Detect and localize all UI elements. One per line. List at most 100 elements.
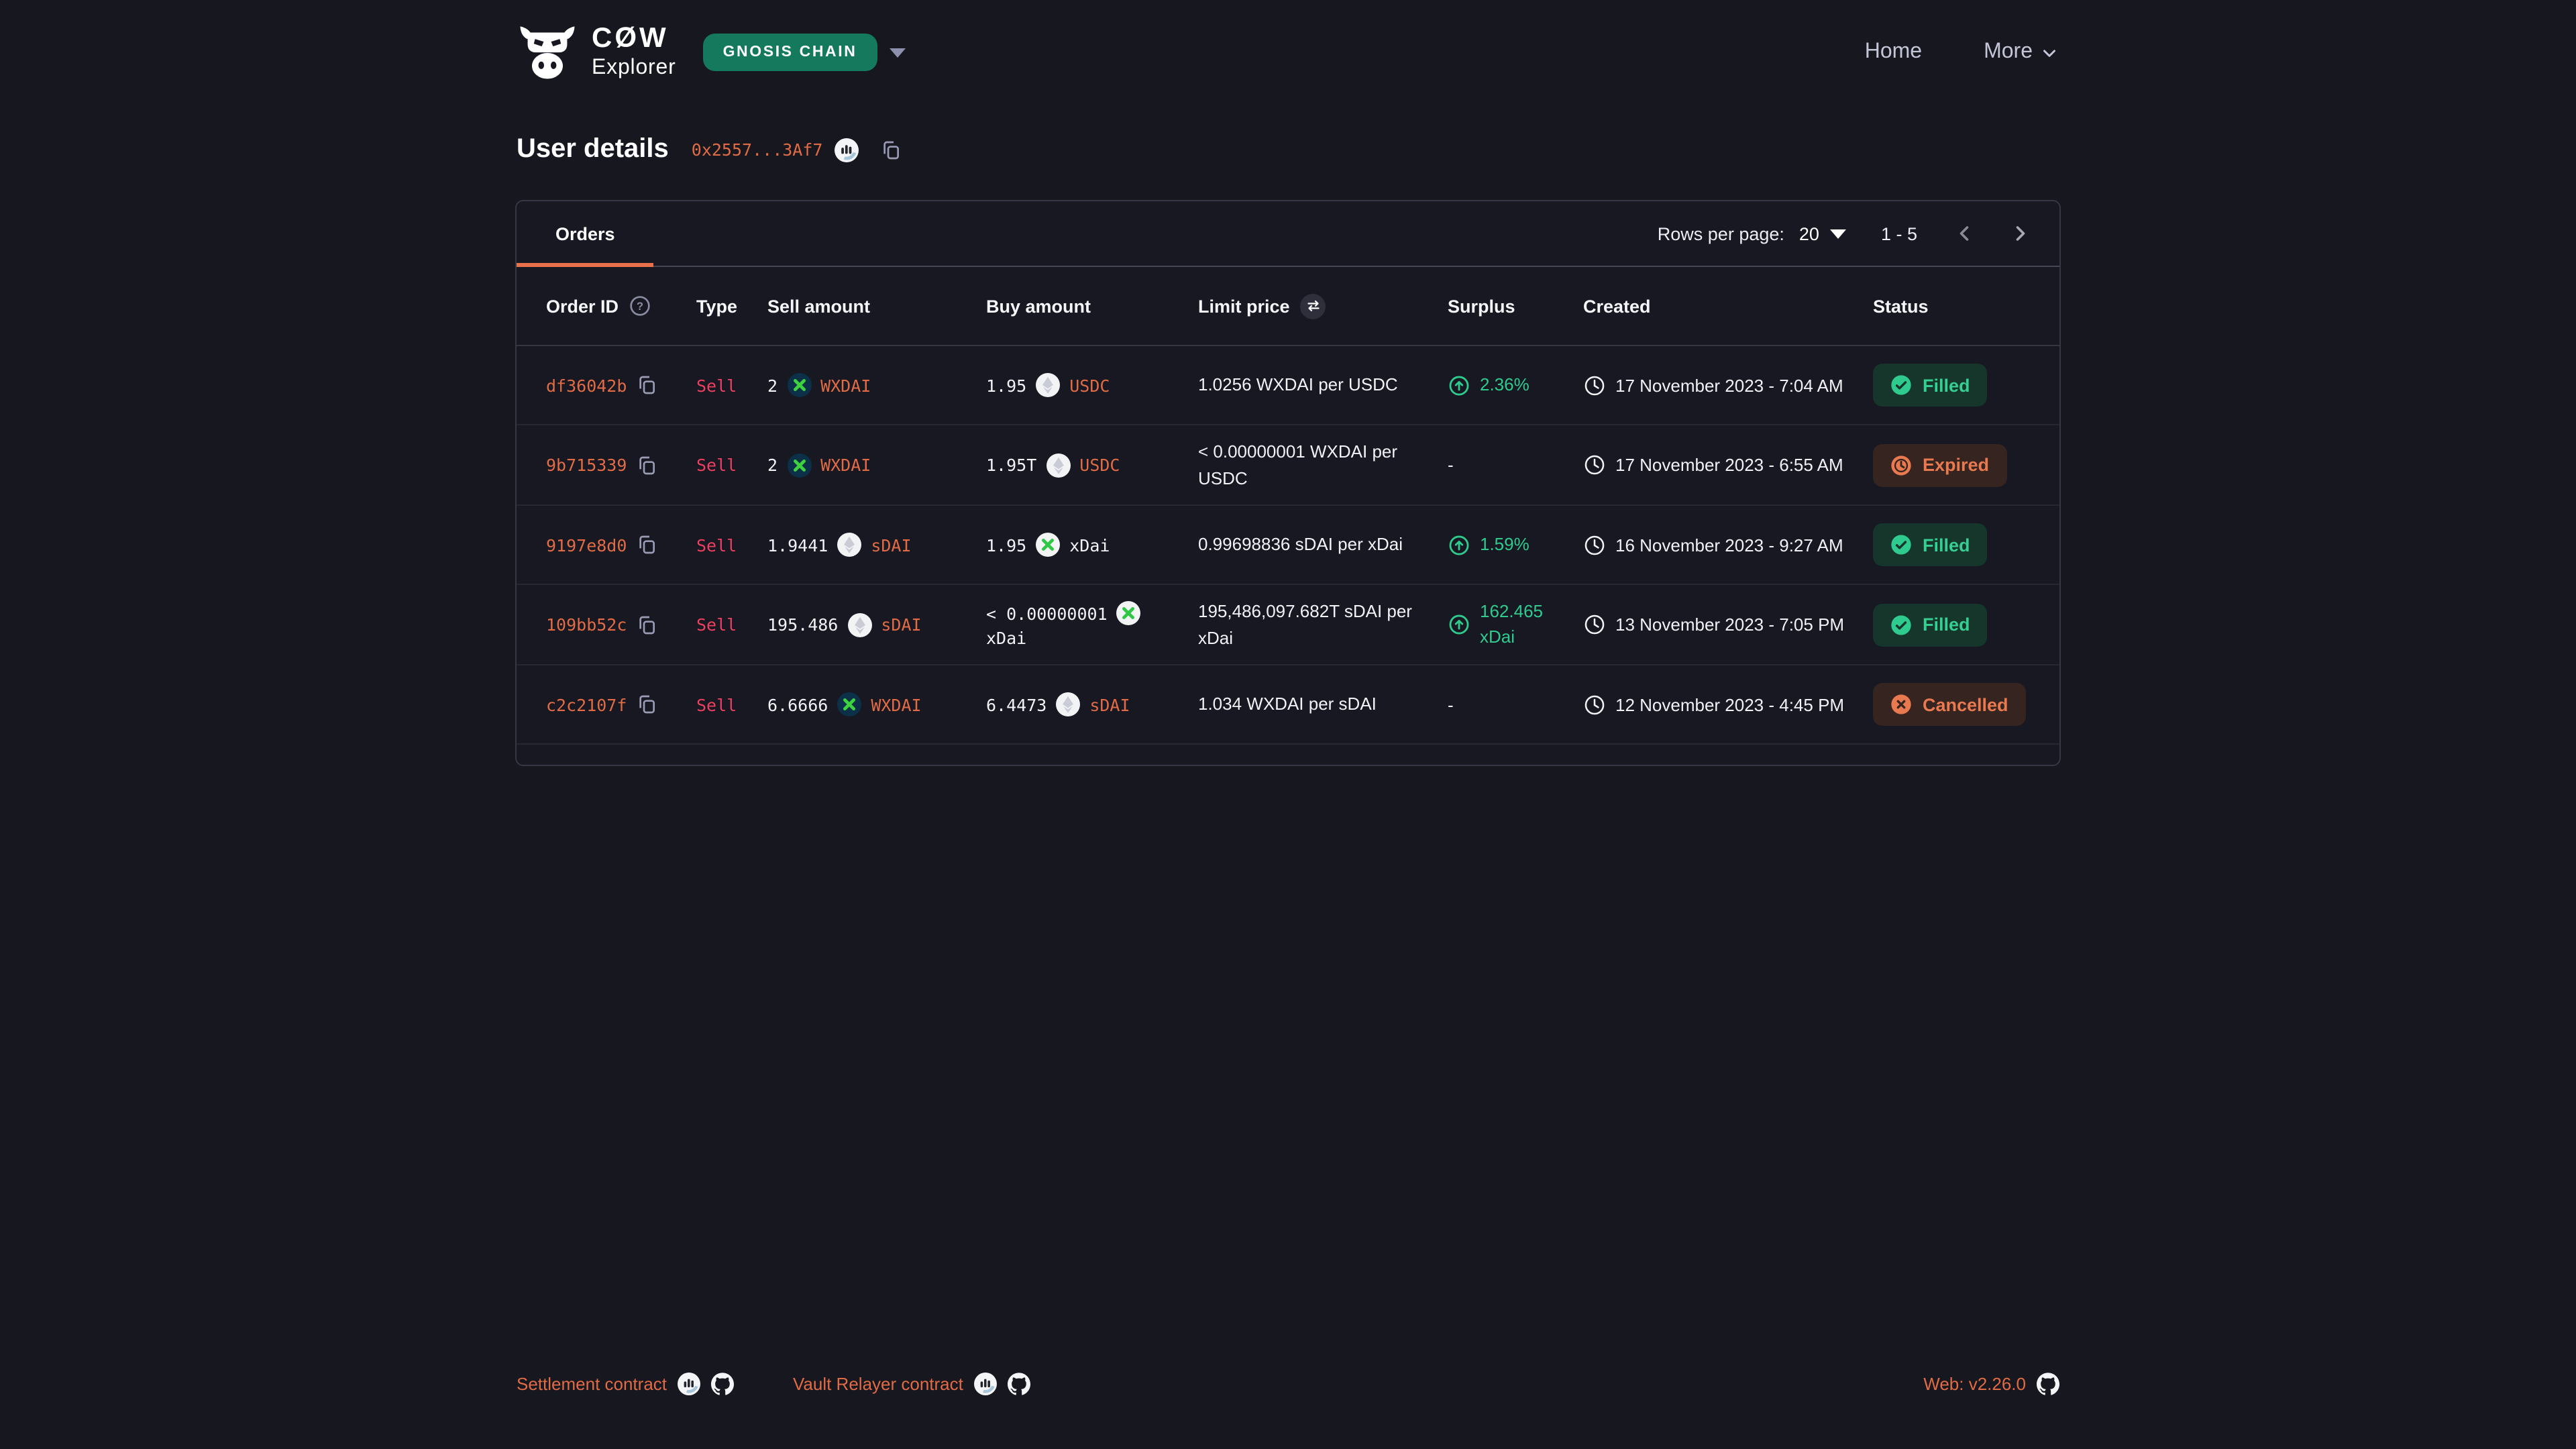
order-id-link[interactable]: 9b715339 — [546, 455, 627, 475]
order-id-link[interactable]: c2c2107f — [546, 694, 627, 714]
order-id-cell: 109bb52c — [546, 600, 696, 649]
logo-wordmark: CØW Explorer — [592, 24, 676, 80]
col-surplus-label: Surplus — [1448, 296, 1515, 316]
user-address: 0x2557...3Af7 — [691, 140, 823, 160]
status-label: Expired — [1923, 455, 1990, 475]
network-caret-down-icon[interactable] — [889, 48, 906, 57]
blockscout-icon[interactable] — [835, 138, 859, 162]
github-icon[interactable] — [1007, 1373, 1030, 1395]
surplus-up-icon — [1448, 533, 1470, 556]
github-icon[interactable] — [2037, 1373, 2059, 1395]
surplus-cell: 2.36% — [1448, 359, 1583, 411]
nav-home[interactable]: Home — [1865, 40, 1922, 64]
order-type: Sell — [696, 455, 737, 475]
sell-amount-cell: 195.486 sDAI — [767, 599, 986, 650]
token-link[interactable]: USDC — [1079, 455, 1120, 475]
prev-page-button[interactable] — [1952, 221, 1976, 246]
settlement-contract-link[interactable]: Settlement contract — [517, 1374, 667, 1394]
status-cell: Cancelled — [1873, 669, 2039, 739]
order-type: Sell — [696, 535, 737, 555]
order-type-cell: Sell — [696, 441, 767, 488]
limit-price-value: 1.0256 WXDAI per USDC — [1198, 374, 1398, 395]
token-amount: < 0.00000001 — [986, 603, 1108, 623]
order-type-cell: Sell — [696, 601, 767, 648]
order-type: Sell — [696, 375, 737, 395]
tab-orders[interactable]: Orders — [517, 201, 655, 267]
next-page-button[interactable] — [2008, 221, 2033, 246]
clock-icon — [1583, 613, 1606, 636]
col-buy-amount: Buy amount — [986, 296, 1198, 316]
copy-icon[interactable] — [636, 534, 657, 555]
col-status-label: Status — [1873, 296, 1929, 316]
surplus-value: 2.36% — [1480, 374, 1529, 394]
sell-amount-cell: 2 WXDAI — [767, 360, 986, 411]
col-order-id-label: Order ID — [546, 296, 619, 316]
copy-icon[interactable] — [636, 614, 657, 635]
created-date: 17 November 2023 - 6:55 AM — [1615, 455, 1843, 475]
surplus-cell: - — [1448, 441, 1583, 488]
check-circle-icon — [1890, 374, 1912, 396]
clock-icon — [1583, 533, 1606, 556]
network-selector-badge[interactable]: GNOSIS CHAIN — [702, 34, 877, 71]
order-id-link[interactable]: df36042b — [546, 375, 627, 395]
rows-per-page-select[interactable]: 20 — [1799, 223, 1846, 244]
status-label: Cancelled — [1923, 694, 2008, 714]
limit-price-value: 195,486,097.682T sDAI per xDai — [1198, 601, 1412, 647]
col-surplus: Surplus — [1448, 296, 1583, 316]
token-link[interactable]: sDAI — [881, 614, 922, 635]
clock-icon — [1583, 693, 1606, 716]
limit-price-cell: 1.034 WXDAI per sDAI — [1198, 678, 1448, 731]
copy-address-icon[interactable] — [880, 139, 902, 160]
version-link[interactable]: Web: v2.26.0 — [1923, 1374, 2026, 1394]
cow-explorer-logo[interactable]: CØW Explorer — [517, 21, 676, 83]
vault-relayer-contract-link[interactable]: Vault Relayer contract — [793, 1374, 963, 1394]
copy-icon[interactable] — [636, 454, 657, 476]
token-link[interactable]: sDAI — [1089, 694, 1130, 714]
order-type-cell: Sell — [696, 681, 767, 728]
sell-amount-cell: 2 WXDAI — [767, 439, 986, 490]
invert-price-icon[interactable] — [1300, 293, 1326, 319]
token-link[interactable]: USDC — [1069, 375, 1110, 395]
token-amount: 1.95T — [986, 455, 1037, 475]
order-type-cell: Sell — [696, 362, 767, 409]
table-row: 9b715339 Sell 2 WXDAI 1.95T USDC < 0.00000001 … — [517, 425, 2059, 506]
table-header-row: Order ID ? Type Sell amount Buy amount L… — [517, 267, 2059, 346]
order-id-link[interactable]: 109bb52c — [546, 614, 627, 635]
copy-icon[interactable] — [636, 374, 657, 396]
order-id-link[interactable]: 9197e8d0 — [546, 535, 627, 555]
nav-more-label: More — [1984, 40, 2033, 63]
col-type-label: Type — [696, 296, 738, 316]
token-link[interactable]: WXDAI — [820, 455, 871, 475]
copy-icon[interactable] — [636, 694, 657, 715]
surplus-up-icon — [1448, 613, 1470, 636]
status-label: Filled — [1923, 535, 1970, 555]
x-circle-icon — [1890, 694, 1912, 715]
blockscout-icon[interactable] — [973, 1373, 997, 1395]
settlement-contract: Settlement contract — [517, 1373, 734, 1395]
nav-more[interactable]: More — [1984, 40, 2059, 64]
orders-card: Orders Rows per page: 20 1 - 5 — [515, 200, 2061, 766]
wxdai-token-icon — [787, 453, 812, 477]
clock-filled-icon — [1890, 454, 1912, 476]
created-cell: 16 November 2023 - 9:27 AM — [1583, 520, 1873, 570]
blockscout-icon[interactable] — [678, 1373, 700, 1395]
status-badge: Filled — [1873, 364, 1988, 407]
token-link[interactable]: WXDAI — [871, 694, 922, 714]
col-type: Type — [696, 296, 767, 316]
token-link[interactable]: sDAI — [871, 535, 912, 555]
table-row: df36042b Sell 2 WXDAI 1.95 USDC 1.0256 WXDAI p… — [517, 346, 2059, 425]
order-type-cell: Sell — [696, 521, 767, 568]
buy-amount-cell: 1.95T USDC — [986, 439, 1198, 490]
nav-home-label: Home — [1864, 40, 1923, 63]
limit-price-value: 0.99698836 sDAI per xDai — [1198, 534, 1403, 555]
order-id-cell: c2c2107f — [546, 680, 696, 729]
token-name: xDai — [986, 628, 1027, 648]
rows-per-page: Rows per page: 20 — [1658, 223, 1846, 244]
github-icon[interactable] — [711, 1373, 734, 1395]
order-id-cell: df36042b — [546, 361, 696, 409]
wxdai-token-icon — [837, 692, 862, 716]
surplus-up-icon — [1448, 374, 1470, 396]
token-link[interactable]: WXDAI — [820, 375, 871, 395]
help-icon[interactable]: ? — [629, 295, 651, 317]
pagination — [1952, 221, 2033, 246]
